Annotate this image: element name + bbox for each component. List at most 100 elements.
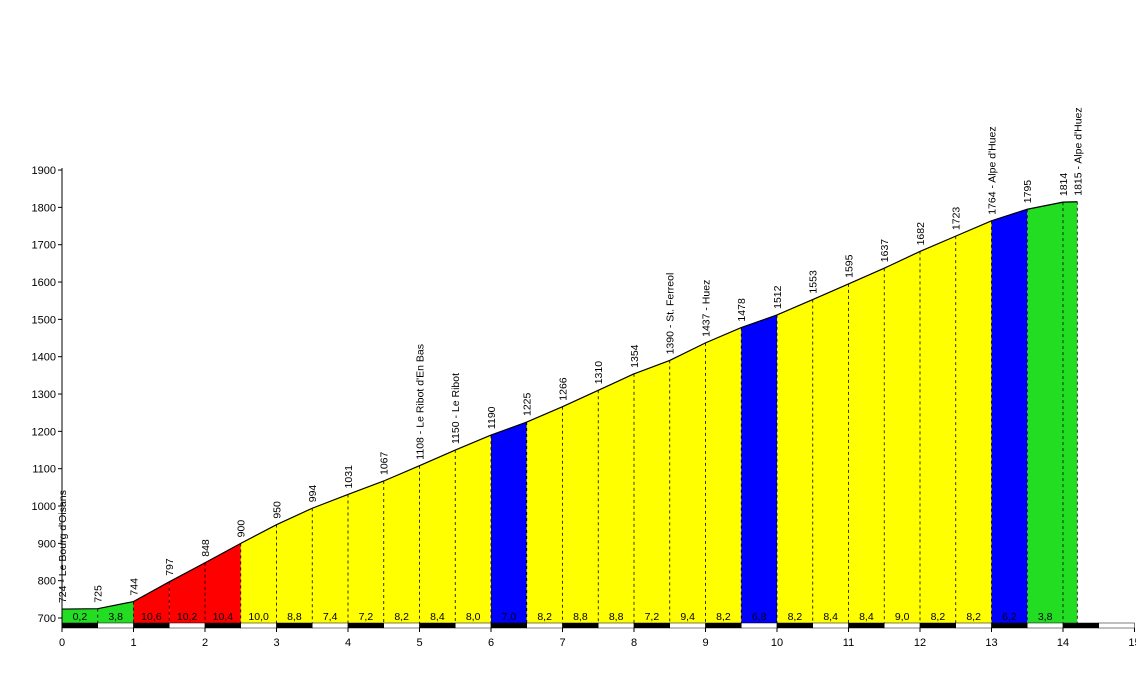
segment-fill bbox=[1027, 202, 1063, 623]
elevation-label: 1723 bbox=[951, 207, 963, 231]
segment-fill bbox=[383, 465, 420, 623]
gradient-label: 9,4 bbox=[680, 611, 695, 623]
x-tick-label: 9 bbox=[702, 637, 708, 649]
elevation-label: 1108 - Le Ribot d'En Bas bbox=[415, 344, 427, 460]
scale-bar-block bbox=[240, 622, 277, 629]
x-tick-label: 3 bbox=[273, 637, 279, 649]
x-tick-label: 10 bbox=[771, 637, 783, 649]
gradient-label: 8,2 bbox=[788, 611, 803, 623]
segment-fill bbox=[562, 390, 599, 623]
gradient-label: 10,2 bbox=[177, 611, 198, 623]
gradient-segments bbox=[62, 201, 1078, 623]
y-tick-label: 1500 bbox=[32, 314, 56, 326]
elevation-label: 797 bbox=[164, 558, 176, 576]
gradient-label: 10,0 bbox=[248, 611, 269, 623]
segment-fill bbox=[991, 209, 1028, 623]
segment-fill bbox=[848, 268, 885, 623]
elevation-label: 744 bbox=[129, 578, 141, 596]
x-tick-label: 15 bbox=[1128, 637, 1136, 649]
scale-bar-block bbox=[312, 622, 349, 629]
scale-bar-block bbox=[419, 622, 456, 629]
gradient-label: 8,8 bbox=[287, 611, 302, 623]
gradient-label: 0,2 bbox=[73, 611, 88, 623]
elevation-label: 724 - Le Bourg d'Oisans bbox=[57, 490, 69, 603]
segment-fill bbox=[240, 524, 277, 623]
y-tick-label: 1700 bbox=[32, 240, 56, 252]
segment-fill bbox=[133, 581, 170, 623]
elevation-label: 1067 bbox=[379, 451, 391, 475]
segment-fill bbox=[812, 283, 849, 623]
segment-fill bbox=[526, 406, 563, 623]
scale-bar-block bbox=[383, 622, 420, 629]
segment-fill bbox=[491, 422, 527, 623]
x-tick-label: 7 bbox=[559, 637, 565, 649]
elevation-label: 1437 - Huez bbox=[701, 280, 713, 337]
elevation-label: 1354 bbox=[629, 344, 641, 368]
elevation-label: 1795 bbox=[1022, 180, 1034, 204]
gradient-label: 8,2 bbox=[966, 611, 981, 623]
elevation-label: 994 bbox=[307, 485, 319, 503]
scale-bar-block bbox=[705, 622, 742, 629]
scale-bar-block bbox=[169, 622, 206, 629]
scale-bar-block bbox=[598, 622, 635, 629]
scale-bar-block bbox=[526, 622, 563, 629]
y-tick-label: 1000 bbox=[32, 501, 56, 513]
gradient-label: 9,0 bbox=[895, 611, 910, 623]
x-tick-label: 8 bbox=[631, 637, 637, 649]
gradient-label: 7,4 bbox=[323, 611, 338, 623]
gradient-label: 8,0 bbox=[466, 611, 481, 623]
scale-bar-block bbox=[204, 622, 241, 629]
profile-line bbox=[61, 201, 1078, 610]
elevation-label: 1225 bbox=[522, 392, 534, 416]
elevation-label: 950 bbox=[272, 501, 284, 519]
y-tick-label: 1800 bbox=[32, 202, 56, 214]
elevation-label: 848 bbox=[200, 539, 212, 557]
x-tick-label: 4 bbox=[345, 637, 351, 649]
y-tick-label: 800 bbox=[38, 576, 56, 588]
gradient-label: 7,0 bbox=[502, 611, 517, 623]
x-tick-label: 1 bbox=[130, 637, 136, 649]
gradient-label: 10,4 bbox=[213, 611, 234, 623]
elevation-label: 1478 bbox=[736, 298, 748, 322]
gradient-label: 7,2 bbox=[359, 611, 374, 623]
scale-bar-block bbox=[669, 622, 706, 629]
scale-bar-block bbox=[133, 622, 170, 629]
elevation-label: 1764 - Alpe d'Huez bbox=[987, 126, 999, 214]
gradient-label: 8,2 bbox=[537, 611, 552, 623]
scale-bar-block bbox=[276, 622, 313, 629]
scale-bar-block bbox=[97, 622, 134, 629]
segment-fill bbox=[419, 450, 456, 623]
y-tick-label: 1200 bbox=[32, 426, 56, 438]
segment-fill bbox=[705, 327, 742, 623]
scale-bar-block bbox=[848, 622, 885, 629]
segment-fill bbox=[1063, 201, 1078, 623]
y-tick-label: 1100 bbox=[32, 464, 56, 476]
elevation-label: 1266 bbox=[558, 377, 570, 401]
gradient-label: 8,4 bbox=[859, 611, 874, 623]
elevation-label: 1814 bbox=[1058, 173, 1070, 197]
elevation-label: 1553 bbox=[808, 270, 820, 294]
y-tick-label: 900 bbox=[38, 538, 56, 550]
elevation-label: 1310 bbox=[593, 361, 605, 385]
y-tick-label: 1300 bbox=[32, 389, 56, 401]
gradient-label: 8,2 bbox=[394, 611, 409, 623]
elevation-label: 725 bbox=[93, 585, 105, 603]
segment-fill bbox=[169, 562, 205, 623]
segment-fill bbox=[62, 608, 98, 623]
scale-bar-block bbox=[490, 622, 527, 629]
y-tick-label: 1900 bbox=[32, 165, 56, 177]
elevation-label: 1390 - St. Ferreol bbox=[665, 273, 677, 355]
distance-scale-bar bbox=[61, 622, 1135, 629]
segment-fill bbox=[276, 508, 313, 623]
segment-fill bbox=[205, 543, 241, 623]
km-dividers bbox=[97, 201, 1078, 623]
scale-bar-block bbox=[955, 622, 992, 629]
scale-bar-block bbox=[633, 622, 670, 629]
segment-fill bbox=[634, 360, 670, 623]
elevation-label: 1682 bbox=[915, 222, 927, 246]
elevation-label: 1595 bbox=[844, 254, 856, 278]
y-tick-label: 1600 bbox=[32, 277, 56, 289]
x-tick-label: 12 bbox=[914, 637, 926, 649]
segment-fill bbox=[920, 236, 956, 623]
